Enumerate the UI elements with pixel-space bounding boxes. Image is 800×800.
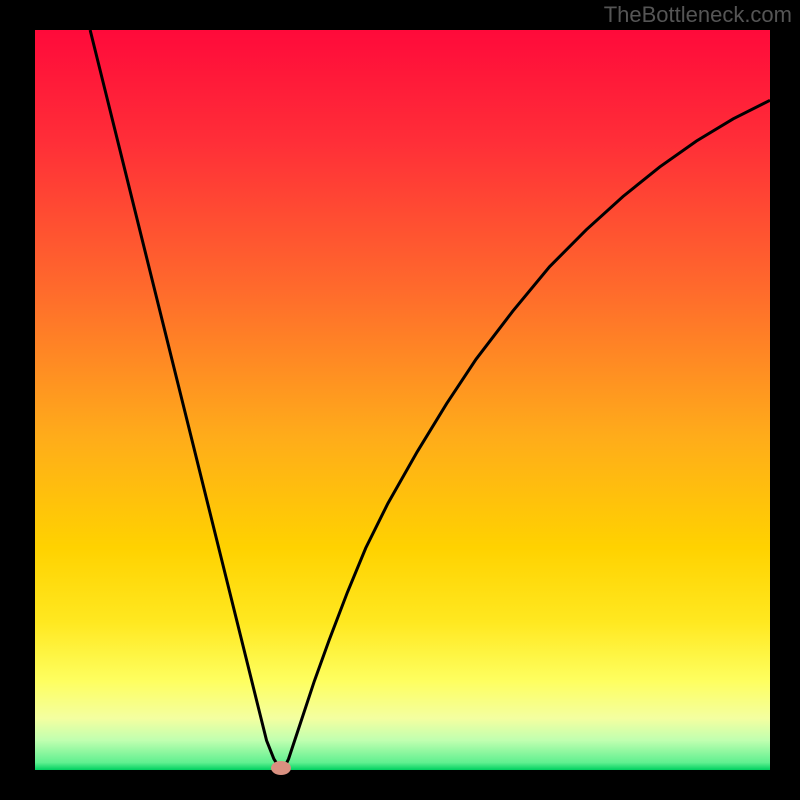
plot-area <box>35 30 770 770</box>
chart-container: TheBottleneck.com <box>0 0 800 800</box>
curve-left-branch <box>90 30 283 770</box>
minimum-marker <box>271 761 291 775</box>
attribution-text: TheBottleneck.com <box>604 2 792 28</box>
bottleneck-curve <box>35 30 770 770</box>
curve-right-branch <box>283 100 770 769</box>
